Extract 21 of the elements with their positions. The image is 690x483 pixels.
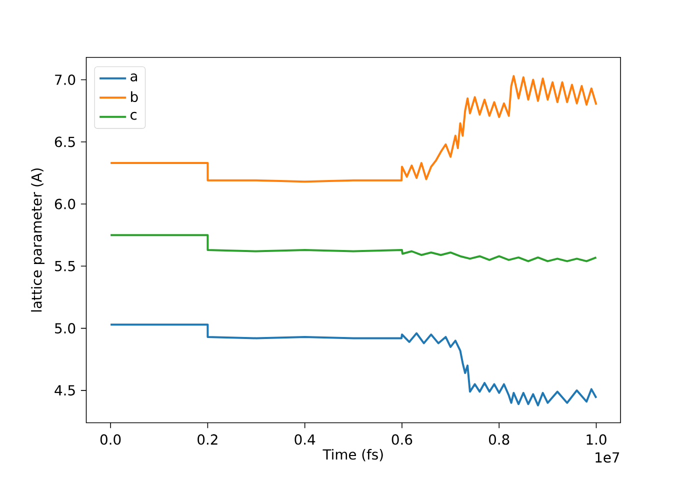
x-axis-title: Time (fs) [322,448,383,462]
y-tick-label: 5.5 [55,261,75,272]
y-tick-label: 6.5 [54,136,75,148]
x-tick-label: 0.2 [198,434,218,445]
y-axis-title: lattice parameter (A) [31,168,44,312]
legend-label: a [130,73,138,82]
x-tick-label: 0.4 [294,434,316,445]
x-tick-label: 0.0 [100,434,121,445]
x-tick-label: 0.8 [489,434,510,445]
line-series [110,75,598,183]
legend-label: b [131,91,138,102]
legend-label: c [130,112,137,120]
x-tick-label: 0.6 [392,434,412,445]
y-tick-label: 7.0 [55,74,76,85]
y-tick-label: 4.5 [54,385,75,396]
line-series [110,234,598,262]
text: 1e7 [596,452,620,463]
line-series [110,324,598,406]
y-tick-label: 6.0 [54,198,76,210]
x-tick-label: 1.0 [586,434,606,445]
y-tick-label: 5.0 [55,323,76,334]
